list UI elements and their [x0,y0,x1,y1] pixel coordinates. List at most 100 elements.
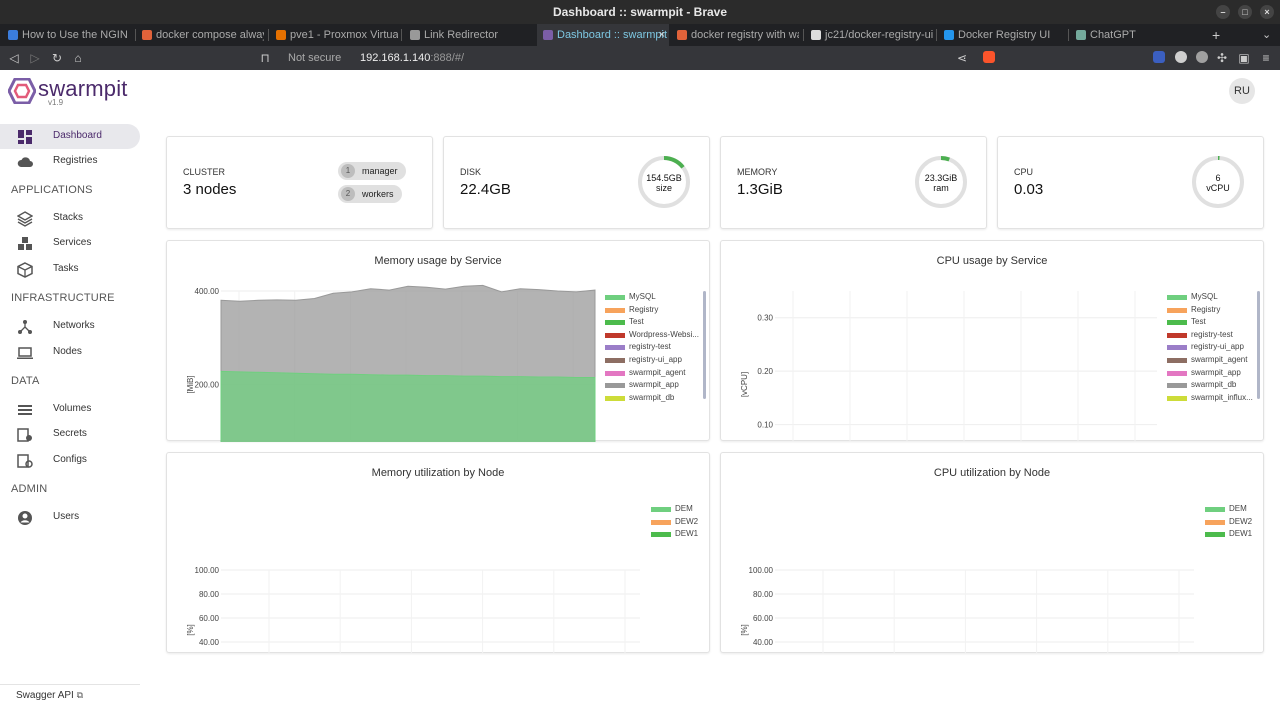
browser-tab[interactable]: jc21/docker-registry-ui [805,24,933,46]
new-tab-button[interactable]: + [1212,27,1221,43]
legend-item[interactable]: DEM [651,504,698,517]
y-tick-label: 80.00 [199,590,220,599]
memory-by-service-chart[interactable]: 0.00200.00400.0010:1010:0009:5009:4009:3… [167,241,711,442]
share-icon[interactable]: ⋖ [956,51,968,65]
browser-tab-active[interactable]: Dashboard :: swarmpit × [537,24,669,46]
legend-label: registry-ui_app [629,354,682,364]
cpu-by-node-chart[interactable]: 0.0020.0040.0060.0080.00100.0010:2010:30… [721,453,1265,654]
memory-gauge-text: 23.3GiB ram [913,173,969,193]
legend-item[interactable]: swarmpit_agent [605,368,699,381]
chart-legend: MySQL Registry Test registry-test registry-u… [1167,292,1253,405]
y-tick-label: 60.00 [199,614,220,623]
sidebar-item-nodes[interactable]: Nodes [0,340,140,365]
legend-item[interactable]: Registry [605,305,699,318]
forward-icon[interactable]: ▷ [30,51,40,65]
cpu-by-service-chart[interactable]: 0.000.100.200.3010:1010:0009:5009:4009:3… [721,241,1265,442]
sidebar-item-configs[interactable]: Configs [0,448,140,473]
legend-item[interactable]: swarmpit_db [605,393,699,406]
cpu-gauge [1192,156,1244,208]
layers-icon [17,211,33,227]
disk-gauge [638,156,690,208]
chart-title: CPU utilization by Node [933,467,1051,479]
browser-tab[interactable]: Docker Registry UI [938,24,1066,46]
computer-icon [17,347,33,359]
tab-list-button[interactable]: ⌄ [1262,29,1272,41]
sidebar-item-registries[interactable]: Registries [0,149,140,174]
workers-chip[interactable]: 2 workers [338,185,402,203]
legend-item[interactable]: DEW1 [651,529,698,542]
legend-item[interactable]: Wordpress-Websi... [605,330,699,343]
cloud-icon [17,157,33,167]
extension-icon[interactable] [1153,51,1165,63]
browser-tab[interactable]: ChatGPT [1070,24,1200,46]
legend-scrollbar[interactable] [703,291,706,399]
back-icon[interactable]: ◁ [9,51,19,65]
legend-item[interactable]: registry-ui_app [1167,342,1253,355]
home-icon[interactable]: ⌂ [74,51,82,65]
close-tab-icon[interactable]: × [658,29,665,41]
tab-favicon-icon [543,30,553,40]
sidebar-item-networks[interactable]: Networks [0,314,140,339]
legend-item[interactable]: Test [1167,317,1253,330]
minimize-button[interactable]: – [1216,5,1230,19]
browser-tab[interactable]: docker compose always [136,24,264,46]
legend-scrollbar[interactable] [1257,291,1260,399]
extensions-puzzle-icon[interactable]: ✣ [1216,51,1228,65]
memory-by-node-chart[interactable]: 0.0020.0040.0060.0080.00100.0010:2010:30… [167,453,711,654]
legend-item[interactable]: swarmpit_agent [1167,355,1253,368]
browser-tab[interactable]: How to Use the NGINX [2,24,128,46]
maximize-button[interactable]: □ [1238,5,1252,19]
legend-item[interactable]: DEW1 [1205,529,1252,542]
browser-tab[interactable]: pve1 - Proxmox Virtual E [270,24,398,46]
legend-item[interactable]: registry-ui_app [605,355,699,368]
url-field[interactable]: Not secure 192.168.1.140:888/#/ [280,48,1000,68]
tab-label: ChatGPT [1090,29,1136,41]
reload-icon[interactable]: ↻ [51,51,63,65]
swagger-api-link[interactable]: Swagger API ⧉ [16,690,83,701]
tab-favicon-icon [944,30,954,40]
extension-icon[interactable] [1196,51,1208,63]
legend-item[interactable]: swarmpit_db [1167,380,1253,393]
chart-title: Memory utilization by Node [371,467,505,479]
legend-item[interactable]: swarmpit_app [605,380,699,393]
secret-icon [17,428,32,442]
sidebar-item-volumes[interactable]: Volumes [0,397,140,422]
legend-item[interactable]: registry-test [1167,330,1253,343]
sidebar-item-users[interactable]: Users [0,505,140,530]
not-secure-label: Not secure [288,52,342,64]
chart-title: Memory usage by Service [374,255,502,267]
swarmpit-logo-icon [7,77,37,105]
user-avatar[interactable]: RU [1229,78,1255,104]
legend-label: swarmpit_agent [629,367,686,377]
legend-label: Wordpress-Websi... [629,329,699,339]
legend-item[interactable]: DEW2 [651,517,698,530]
sidebar-item-dashboard[interactable]: Dashboard [0,124,140,149]
sidebar-item-services[interactable]: Services [0,231,140,256]
legend-swatch [1167,332,1187,338]
swarmpit-logo[interactable]: swarmpit v1.9 [7,76,127,109]
cloud-extension-icon[interactable] [1175,51,1187,63]
close-window-button[interactable]: × [1260,5,1274,19]
legend-item[interactable]: DEM [1205,504,1252,517]
legend-item[interactable]: registry-test [605,342,699,355]
legend-item[interactable]: Test [605,317,699,330]
legend-item[interactable]: swarmpit_influx... [1167,393,1253,406]
memory-card: MEMORY 1.3GiB 23.3GiB ram [720,136,987,229]
legend-item[interactable]: swarmpit_app [1167,368,1253,381]
sidebar-item-stacks[interactable]: Stacks [0,206,140,231]
bookmark-icon[interactable]: ⊓ [260,51,270,65]
manager-chip[interactable]: 1 manager [338,162,406,180]
menu-icon[interactable]: ≡ [1262,51,1270,65]
legend-item[interactable]: MySQL [1167,292,1253,305]
sidebar-toggle-icon[interactable]: ▣ [1238,51,1250,65]
legend-item[interactable]: Registry [1167,305,1253,318]
sidebar-divider [0,684,140,685]
sidebar-item-secrets[interactable]: Secrets [0,422,140,447]
brave-shields-icon[interactable] [983,51,995,63]
tab-favicon-icon [276,30,286,40]
browser-tab[interactable]: Link Redirector [404,24,532,46]
legend-item[interactable]: MySQL [605,292,699,305]
sidebar-item-tasks[interactable]: Tasks [0,257,140,282]
legend-item[interactable]: DEW2 [1205,517,1252,530]
browser-tab[interactable]: docker registry with wa [671,24,799,46]
